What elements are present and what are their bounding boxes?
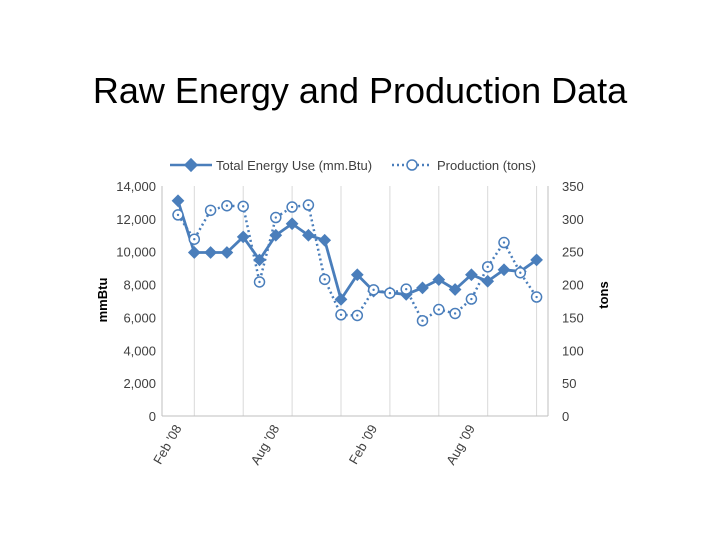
energy-point xyxy=(171,194,185,208)
x-tick-label: Aug '08 xyxy=(248,422,283,467)
y-axis-right-label: tons xyxy=(596,281,611,308)
x-tick-label: Feb '09 xyxy=(346,422,380,467)
energy-point xyxy=(302,228,315,242)
production-point-dot xyxy=(193,238,196,241)
energy-point xyxy=(334,292,348,306)
energy-point xyxy=(448,283,462,296)
production-point-dot xyxy=(421,319,424,322)
x-tick-label: Feb '08 xyxy=(150,422,184,467)
energy-point xyxy=(432,273,446,287)
production-point-dot xyxy=(372,288,375,292)
legend-energy-marker xyxy=(183,157,199,173)
y-left-tick-label: 0 xyxy=(149,409,156,424)
y-right-tick-label: 200 xyxy=(562,278,584,293)
y-left-tick-label: 12,000 xyxy=(116,212,156,227)
slide-title: Raw Energy and Production Data xyxy=(92,70,628,111)
production-point-dot xyxy=(323,278,326,281)
y-right-tick-label: 250 xyxy=(562,245,584,260)
axes xyxy=(161,186,549,417)
energy-point xyxy=(204,246,217,259)
production-point-dot xyxy=(519,271,522,274)
production-point-dot xyxy=(437,308,440,311)
y-right-tick-label: 0 xyxy=(562,409,569,424)
series-lines xyxy=(171,194,543,327)
y-right-tick-label: 100 xyxy=(562,343,584,358)
energy-point xyxy=(269,228,283,242)
production-point-dot xyxy=(258,280,261,284)
energy-point xyxy=(465,268,478,282)
production-point-dot xyxy=(225,204,229,207)
legend-energy-label: Total Energy Use (mm.Btu) xyxy=(216,158,372,173)
y-right-tick-label: 350 xyxy=(562,179,584,194)
production-point-dot xyxy=(470,297,473,301)
production-point-dot xyxy=(405,287,408,291)
energy-point xyxy=(416,281,429,295)
production-point-dot xyxy=(502,241,506,244)
energy-point xyxy=(497,263,511,277)
production-point-dot xyxy=(274,216,277,219)
energy-point xyxy=(350,268,364,282)
production-point-dot xyxy=(307,203,310,207)
x-tick-label: Aug '09 xyxy=(443,422,478,467)
y-left-tick-label: 6,000 xyxy=(123,310,156,325)
production-series-line xyxy=(176,203,538,322)
legend: Total Energy Use (mm.Btu) Production (to… xyxy=(170,157,536,173)
y-left-tick-label: 2,000 xyxy=(123,376,156,391)
y-right-tick-label: 150 xyxy=(562,310,584,325)
y-left-tick-label: 4,000 xyxy=(123,343,156,358)
energy-point xyxy=(318,233,332,247)
energy-point xyxy=(220,246,234,259)
production-point-dot xyxy=(356,314,359,317)
y-axis-left-label: mmBtu xyxy=(95,278,110,323)
production-point-dot xyxy=(486,265,489,269)
y-right-tick-label: 300 xyxy=(562,212,584,227)
production-point-dot xyxy=(290,205,294,209)
energy-series-line xyxy=(176,200,538,301)
production-point-dot xyxy=(388,291,392,295)
y-right-tick-label: 50 xyxy=(562,376,576,391)
energy-point xyxy=(481,274,495,288)
y-left-tick-label: 10,000 xyxy=(116,245,156,260)
y-left-tick-label: 14,000 xyxy=(116,179,156,194)
production-point-dot xyxy=(176,213,180,217)
y-left-tick-label: 8,000 xyxy=(123,278,156,293)
energy-point xyxy=(236,230,250,244)
production-point-dot xyxy=(453,312,457,315)
production-point-dot xyxy=(339,313,343,316)
production-point-dot xyxy=(535,295,538,299)
energy-point xyxy=(285,217,299,231)
energy-point xyxy=(187,246,201,259)
legend-production-marker xyxy=(406,159,418,171)
tick-labels: 0 2,000 4,000 6,000 8,000 10,000 12,000 14,000 0… xyxy=(116,179,583,467)
production-point-dot xyxy=(242,205,245,208)
energy-point xyxy=(530,253,543,267)
production-point-dot xyxy=(209,209,212,212)
legend-production-label: Production (tons) xyxy=(437,158,536,173)
